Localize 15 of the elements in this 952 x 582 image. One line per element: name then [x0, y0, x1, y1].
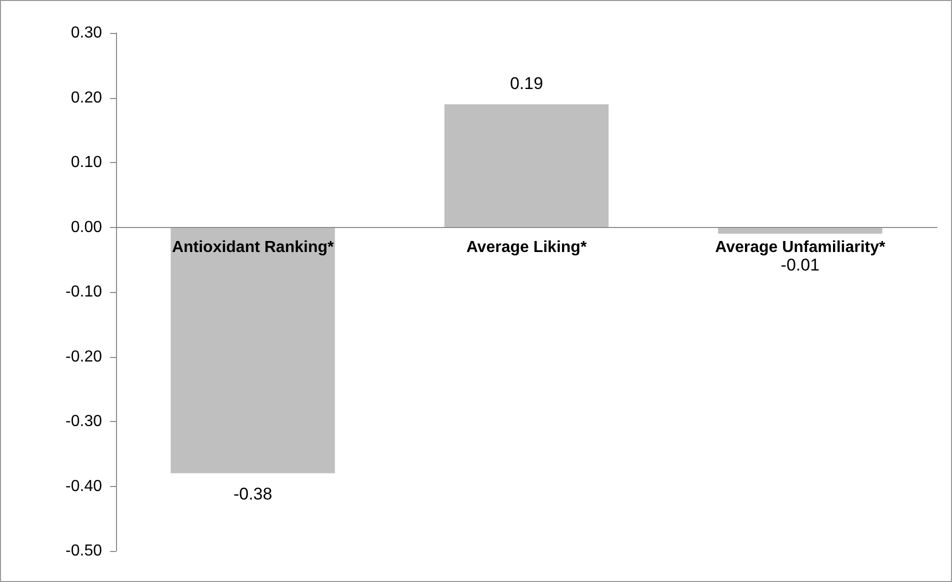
y-tick-label: 0.30 — [70, 24, 102, 42]
data-label: -0.01 — [780, 256, 820, 275]
y-tick-label: -0.50 — [66, 542, 102, 560]
y-tick-label: 0.10 — [70, 154, 102, 171]
x-tick-label: Antioxidant Ranking* — [172, 238, 334, 256]
y-tick-label: -0.40 — [66, 478, 102, 495]
x-tick-label: Average Unfamiliarity* — [715, 238, 886, 256]
y-tick-label: -0.10 — [66, 284, 102, 300]
y-tick-label: -0.30 — [66, 413, 102, 430]
data-label: -0.38 — [233, 484, 272, 504]
y-tick-label: 0.00 — [70, 218, 102, 236]
data-label: 0.19 — [510, 74, 544, 94]
y-tick-label: -0.20 — [66, 348, 102, 366]
y-tick-label: 0.20 — [70, 89, 102, 106]
x-tick-label: Average Liking* — [466, 238, 588, 256]
